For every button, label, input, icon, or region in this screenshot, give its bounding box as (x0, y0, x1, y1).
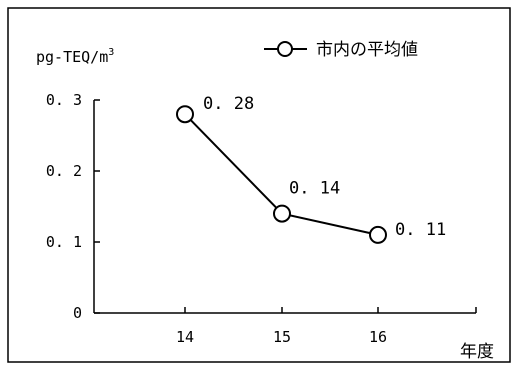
y-tick-label: 0. 3 (46, 91, 82, 109)
legend: 市内の平均値 (264, 40, 418, 60)
series-data-labels: 0. 28 0. 14 0. 11 (203, 94, 446, 240)
data-point (369, 225, 387, 244)
x-axis-label: 年度 (460, 342, 494, 362)
x-tick-label: 15 (273, 328, 291, 346)
data-point (176, 105, 194, 124)
y-tick-label: 0. 2 (46, 162, 82, 180)
series-points (176, 105, 387, 244)
y-tick-label: 0. 1 (46, 233, 82, 251)
data-label: 0. 11 (395, 220, 446, 240)
x-ticks: 14 15 16 (176, 307, 477, 346)
x-tick-label: 16 (369, 328, 387, 346)
y-axis-unit-label: pg-TEQ/m3 (36, 47, 114, 66)
unit-superscript: 3 (108, 47, 114, 58)
x-tick-label: 14 (176, 328, 194, 346)
legend-marker (277, 41, 293, 57)
y-ticks: 0 0. 1 0. 2 0. 3 (46, 91, 100, 322)
data-label: 0. 28 (203, 94, 254, 114)
y-tick-label: 0 (73, 304, 82, 322)
legend-label: 市内の平均値 (316, 40, 418, 60)
chart-border (7, 7, 511, 363)
data-label: 0. 14 (289, 179, 340, 199)
data-point (273, 204, 291, 223)
